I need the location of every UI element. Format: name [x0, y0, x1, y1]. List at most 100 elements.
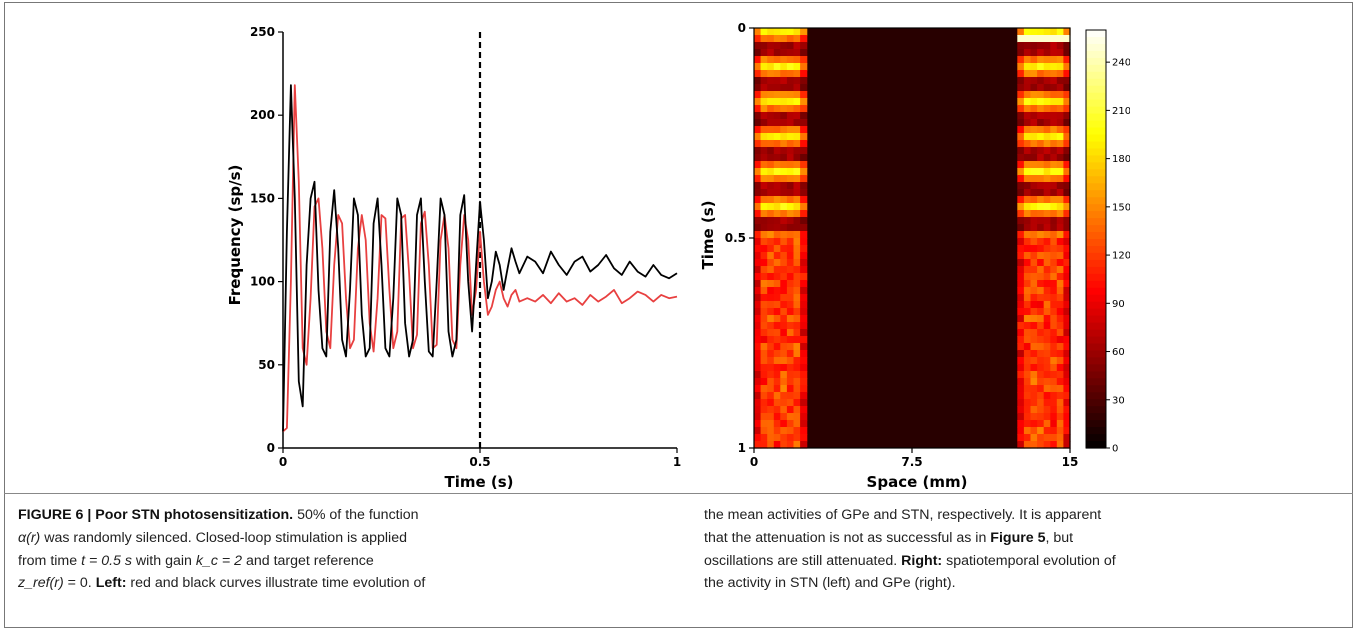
heatmap-cell [800, 203, 808, 211]
heatmap-cell [1043, 308, 1051, 316]
right-x-tick-label: 0 [750, 455, 758, 469]
heatmap-cell [800, 322, 808, 330]
colorbar-tick-label: 210 [1112, 106, 1130, 117]
heatmap-cell [793, 245, 801, 253]
heatmap-cell [773, 189, 781, 197]
heatmap-cell [767, 84, 775, 92]
heatmap-cell [773, 378, 781, 386]
colorbar-swatch [1086, 92, 1106, 101]
heatmap-cell [760, 427, 768, 435]
heatmap-cell [786, 392, 795, 400]
heatmap-cell [754, 42, 762, 50]
heatmap-cell [1023, 280, 1032, 288]
colorbar-swatch [1086, 315, 1106, 324]
heatmap-cell [786, 280, 795, 288]
alpha-symbol: α(r) [18, 529, 41, 546]
heatmap-cell [1037, 210, 1045, 218]
heatmap-cell [760, 224, 768, 232]
heatmap-cell [1050, 336, 1058, 344]
heatmap-cell [1023, 385, 1032, 393]
heatmap-cell [773, 371, 781, 379]
heatmap-cell [773, 385, 781, 393]
heatmap-cell [780, 308, 788, 316]
heatmap-cell [1037, 84, 1045, 92]
heatmap-cell [1023, 406, 1032, 414]
heatmap-cell [1043, 399, 1051, 407]
colorbar-swatch [1086, 434, 1106, 442]
heatmap-cell [793, 364, 801, 372]
heatmap-cell [754, 105, 762, 113]
heatmap-cell [793, 371, 801, 379]
heatmap-cell [1023, 112, 1032, 120]
colorbar-swatch [1086, 357, 1106, 365]
heatmap-cell [1043, 119, 1051, 127]
colorbar-swatch [1086, 106, 1106, 115]
heatmap-cell [1063, 287, 1071, 295]
heatmap-cell [1017, 406, 1025, 414]
heatmap-cell [780, 273, 788, 281]
heatmap-cell [786, 70, 795, 78]
heatmap-cell [1023, 301, 1032, 309]
heatmap-cell [1017, 336, 1025, 344]
colorbar-swatch [1086, 204, 1106, 212]
heatmap-cell [754, 371, 762, 379]
heatmap-cell [1037, 98, 1045, 106]
heatmap-cell [1030, 399, 1038, 407]
heatmap-cell [786, 119, 795, 127]
heatmap-cell [1043, 35, 1051, 43]
heatmap-cell [1050, 385, 1058, 393]
left-line-chart: 0 50 100 150 200 250 0 0.5 1 Time (s) Frequency … [226, 25, 681, 491]
heatmap-cell [1043, 427, 1051, 435]
heatmap-cell [1017, 301, 1025, 309]
heatmap-cell [1017, 119, 1025, 127]
heatmap-cell [1030, 245, 1038, 253]
heatmap-cell [793, 133, 801, 141]
caption-text: spatiotemporal evolution of [946, 552, 1116, 569]
heatmap-cell [1030, 140, 1038, 148]
heatmap-cell [1037, 427, 1045, 435]
figure5-link[interactable]: Figure 5 [990, 529, 1046, 546]
heatmap-cell [1063, 224, 1071, 232]
heatmap-cell [793, 217, 801, 225]
heatmap-cell [1050, 147, 1058, 155]
heatmap-cell [754, 273, 762, 281]
heatmap-cell [1050, 84, 1058, 92]
heatmap-cell [754, 210, 762, 218]
heatmap-cell [1043, 301, 1051, 309]
heatmap-cell [1023, 315, 1032, 323]
colorbar-swatch [1086, 127, 1106, 136]
heatmap-cell [754, 406, 762, 414]
heatmap-cell [1043, 126, 1051, 134]
heatmap-cell [793, 406, 801, 414]
heatmap-cell [760, 252, 768, 260]
heatmap-cell [1056, 252, 1064, 260]
heatmap-cell [1037, 266, 1045, 274]
heatmap-cell [1030, 343, 1038, 351]
heatmap-cell [786, 133, 795, 141]
heatmap-cell [773, 343, 781, 351]
heatmap-cell [786, 84, 795, 92]
heatmap-cell [767, 91, 775, 99]
heatmap-cell [1063, 308, 1071, 316]
right-y-tick-label: 0.5 [725, 231, 746, 245]
heatmap-cell [767, 343, 775, 351]
heatmap-cell [1037, 112, 1045, 120]
heatmap-cell [754, 77, 762, 85]
heatmap-cell [760, 133, 768, 141]
heatmap-cell [767, 119, 775, 127]
heatmap-cell [767, 238, 775, 246]
heatmap-cell [760, 350, 768, 358]
heatmap-cell [754, 245, 762, 253]
heatmap-cell [1063, 35, 1071, 43]
heatmap-cell [1023, 189, 1032, 197]
heatmap-cell [767, 63, 775, 71]
heatmap-cell [754, 392, 762, 400]
heatmap-cell [1043, 28, 1051, 36]
heatmap-cell [800, 56, 808, 64]
heatmap-cell [1056, 287, 1064, 295]
heatmap-cell [754, 231, 762, 239]
heatmap-cell [1056, 427, 1064, 435]
heatmap-cell [767, 189, 775, 197]
heatmap-cell [767, 70, 775, 78]
heatmap-cell [793, 287, 801, 295]
